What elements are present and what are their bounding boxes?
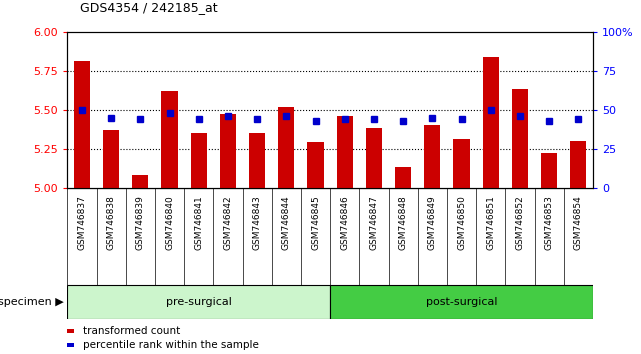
Text: GSM746837: GSM746837 xyxy=(78,195,87,250)
Text: GSM746850: GSM746850 xyxy=(457,195,466,250)
Bar xyxy=(249,133,265,188)
Bar xyxy=(541,153,557,188)
Bar xyxy=(424,125,440,188)
Text: GSM746844: GSM746844 xyxy=(282,195,291,250)
Text: GDS4354 / 242185_at: GDS4354 / 242185_at xyxy=(80,1,218,14)
Bar xyxy=(190,133,207,188)
Bar xyxy=(570,141,587,188)
Text: GSM746843: GSM746843 xyxy=(253,195,262,250)
Bar xyxy=(366,129,382,188)
Bar xyxy=(308,142,324,188)
Text: GSM746849: GSM746849 xyxy=(428,195,437,250)
Text: post-surgical: post-surgical xyxy=(426,297,497,307)
Text: GSM746842: GSM746842 xyxy=(224,195,233,250)
Bar xyxy=(162,91,178,188)
Text: GSM746839: GSM746839 xyxy=(136,195,145,250)
Text: GSM746840: GSM746840 xyxy=(165,195,174,250)
Bar xyxy=(337,116,353,188)
Bar xyxy=(395,167,411,188)
Bar xyxy=(74,62,90,188)
Text: pre-surgical: pre-surgical xyxy=(166,297,231,307)
Bar xyxy=(483,57,499,188)
Bar xyxy=(278,107,294,188)
Bar xyxy=(132,175,148,188)
Text: GSM746853: GSM746853 xyxy=(545,195,554,250)
Text: GSM746852: GSM746852 xyxy=(515,195,524,250)
Text: GSM746845: GSM746845 xyxy=(311,195,320,250)
Bar xyxy=(330,285,593,319)
Text: GSM746854: GSM746854 xyxy=(574,195,583,250)
Bar xyxy=(220,114,236,188)
Bar xyxy=(453,139,470,188)
Text: GSM746846: GSM746846 xyxy=(340,195,349,250)
Bar xyxy=(67,285,330,319)
Text: GSM746841: GSM746841 xyxy=(194,195,203,250)
Text: GSM746851: GSM746851 xyxy=(487,195,495,250)
Text: transformed count: transformed count xyxy=(83,326,181,336)
Text: specimen ▶: specimen ▶ xyxy=(0,297,64,307)
Bar xyxy=(103,130,119,188)
Bar xyxy=(512,90,528,188)
Text: percentile rank within the sample: percentile rank within the sample xyxy=(83,340,259,350)
Text: GSM746838: GSM746838 xyxy=(106,195,115,250)
Text: GSM746848: GSM746848 xyxy=(399,195,408,250)
Text: GSM746847: GSM746847 xyxy=(369,195,378,250)
